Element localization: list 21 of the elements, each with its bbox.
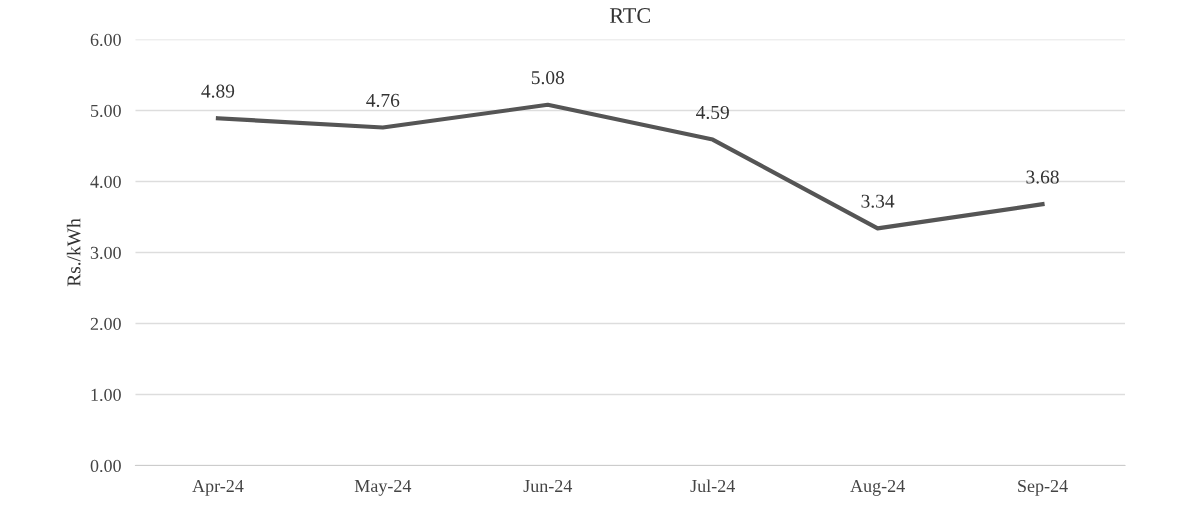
chart-title: RTC (609, 8, 650, 23)
y-tick-label: 5.00 (91, 104, 121, 117)
data-label: 4.59 (696, 105, 729, 120)
y-tick-label: 4.00 (90, 175, 121, 188)
x-tick-label: May-24 (354, 479, 412, 496)
y-tick-label: 3.00 (90, 246, 121, 259)
x-tick-label: Sep-24 (1018, 479, 1068, 496)
data-label: 3.68 (1026, 170, 1059, 184)
y-tick-label: 1.00 (91, 388, 121, 402)
y-tick-label: 2.00 (90, 317, 121, 331)
data-label: 4.76 (366, 93, 400, 107)
data-label: 4.89 (201, 84, 235, 98)
x-tick-label: Jul-24 (690, 479, 735, 493)
data-label: 5.08 (531, 71, 565, 85)
data-label: 3.34 (861, 194, 895, 208)
y-tick-label: 0.00 (90, 459, 121, 473)
y-axis-title: Rs./kWh (66, 218, 81, 287)
x-tick-label: Aug-24 (850, 479, 905, 496)
y-tick-label: 6.00 (90, 33, 121, 46)
x-tick-label: Jun-24 (523, 479, 573, 493)
x-tick-label: Apr-24 (192, 479, 244, 496)
